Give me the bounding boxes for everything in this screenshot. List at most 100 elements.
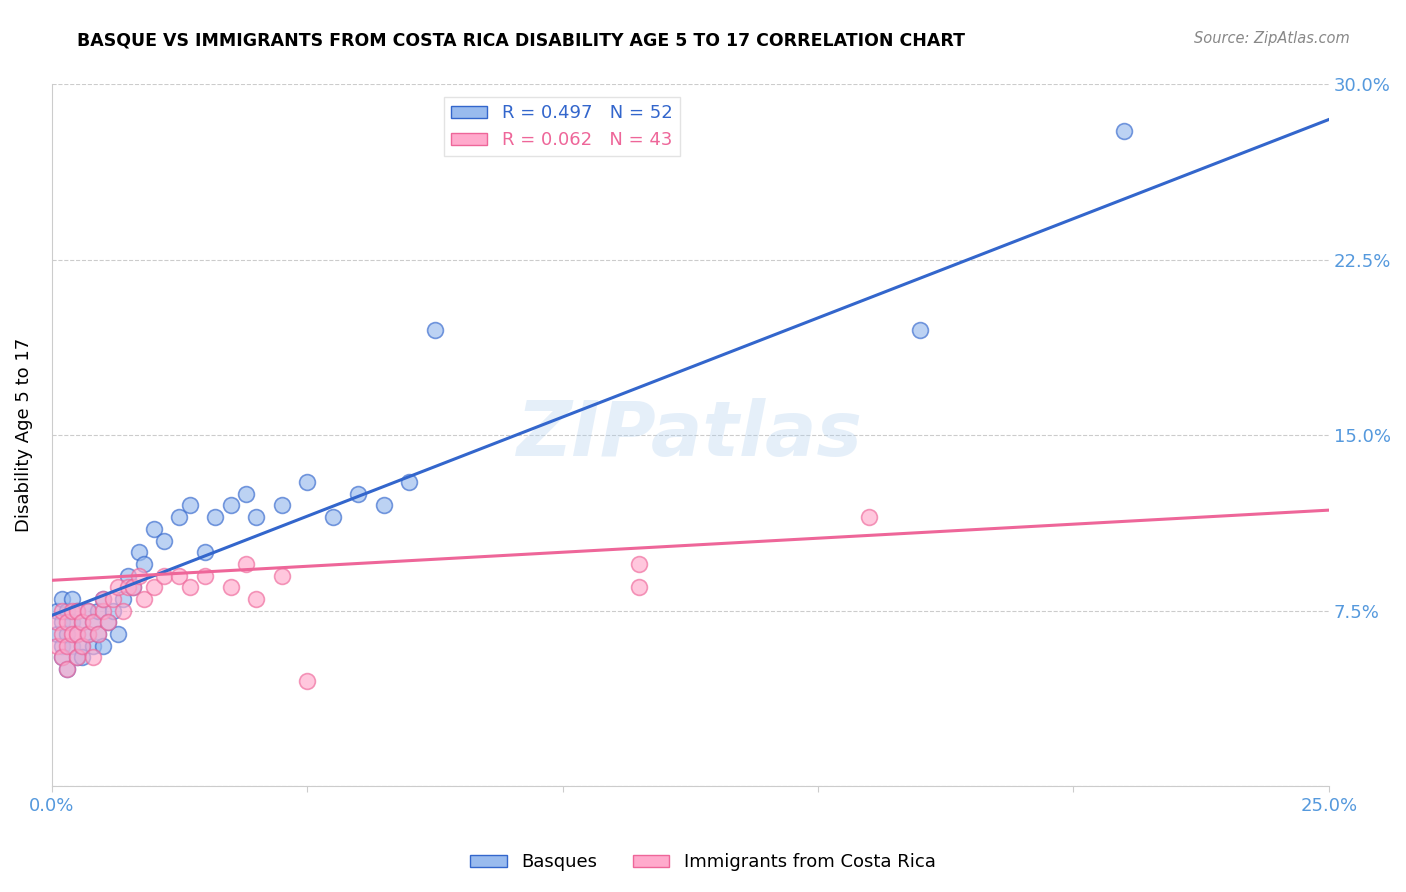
Point <box>128 545 150 559</box>
Point <box>179 499 201 513</box>
Point <box>56 604 79 618</box>
Point <box>219 580 242 594</box>
Point <box>179 580 201 594</box>
Point <box>112 604 135 618</box>
Text: BASQUE VS IMMIGRANTS FROM COSTA RICA DISABILITY AGE 5 TO 17 CORRELATION CHART: BASQUE VS IMMIGRANTS FROM COSTA RICA DIS… <box>77 31 966 49</box>
Point <box>56 662 79 676</box>
Point <box>219 499 242 513</box>
Point <box>51 615 73 630</box>
Point <box>245 510 267 524</box>
Point <box>97 615 120 630</box>
Point <box>56 662 79 676</box>
Point <box>142 580 165 594</box>
Text: Source: ZipAtlas.com: Source: ZipAtlas.com <box>1194 31 1350 46</box>
Point <box>51 627 73 641</box>
Point <box>97 615 120 630</box>
Point <box>347 487 370 501</box>
Point <box>295 673 318 688</box>
Point <box>117 580 139 594</box>
Point <box>142 522 165 536</box>
Point <box>66 627 89 641</box>
Point <box>169 510 191 524</box>
Point <box>72 615 94 630</box>
Point <box>56 615 79 630</box>
Point <box>76 604 98 618</box>
Point <box>82 615 104 630</box>
Point <box>107 627 129 641</box>
Point <box>51 604 73 618</box>
Point <box>1114 124 1136 138</box>
Point <box>72 639 94 653</box>
Legend: R = 0.497   N = 52, R = 0.062   N = 43: R = 0.497 N = 52, R = 0.062 N = 43 <box>444 97 679 156</box>
Point <box>423 323 446 337</box>
Point <box>87 627 110 641</box>
Point <box>82 615 104 630</box>
Point <box>45 615 67 630</box>
Point <box>245 592 267 607</box>
Y-axis label: Disability Age 5 to 17: Disability Age 5 to 17 <box>15 338 32 533</box>
Point <box>60 615 83 630</box>
Point <box>66 650 89 665</box>
Point <box>270 499 292 513</box>
Point <box>398 475 420 489</box>
Point <box>51 592 73 607</box>
Point <box>101 592 124 607</box>
Point <box>194 545 217 559</box>
Point <box>235 487 257 501</box>
Point <box>91 592 114 607</box>
Point <box>51 650 73 665</box>
Point <box>628 557 651 571</box>
Point <box>66 650 89 665</box>
Point <box>117 568 139 582</box>
Point <box>87 627 110 641</box>
Point <box>72 650 94 665</box>
Point <box>51 650 73 665</box>
Point <box>76 627 98 641</box>
Point <box>169 568 191 582</box>
Point <box>107 580 129 594</box>
Point <box>91 604 114 618</box>
Point <box>87 604 110 618</box>
Point <box>72 615 94 630</box>
Point <box>194 568 217 582</box>
Point <box>128 568 150 582</box>
Point <box>60 592 83 607</box>
Point <box>101 604 124 618</box>
Point <box>204 510 226 524</box>
Point <box>270 568 292 582</box>
Point <box>82 639 104 653</box>
Point <box>76 627 98 641</box>
Point <box>45 604 67 618</box>
Point <box>72 639 94 653</box>
Text: ZIPatlas: ZIPatlas <box>517 399 863 472</box>
Point <box>112 592 135 607</box>
Point <box>908 323 931 337</box>
Point <box>628 580 651 594</box>
Point <box>373 499 395 513</box>
Point <box>82 650 104 665</box>
Point <box>132 557 155 571</box>
Point <box>235 557 257 571</box>
Point <box>60 627 83 641</box>
Point <box>45 639 67 653</box>
Point <box>858 510 880 524</box>
Point <box>66 627 89 641</box>
Point <box>66 604 89 618</box>
Point <box>56 639 79 653</box>
Point <box>60 604 83 618</box>
Point <box>60 639 83 653</box>
Point <box>122 580 145 594</box>
Point <box>56 627 79 641</box>
Point <box>132 592 155 607</box>
Point <box>295 475 318 489</box>
Point <box>66 604 89 618</box>
Point <box>153 568 176 582</box>
Point <box>45 627 67 641</box>
Legend: Basques, Immigrants from Costa Rica: Basques, Immigrants from Costa Rica <box>463 847 943 879</box>
Point <box>91 639 114 653</box>
Point <box>91 592 114 607</box>
Point <box>51 639 73 653</box>
Point <box>122 580 145 594</box>
Point <box>76 604 98 618</box>
Point <box>153 533 176 548</box>
